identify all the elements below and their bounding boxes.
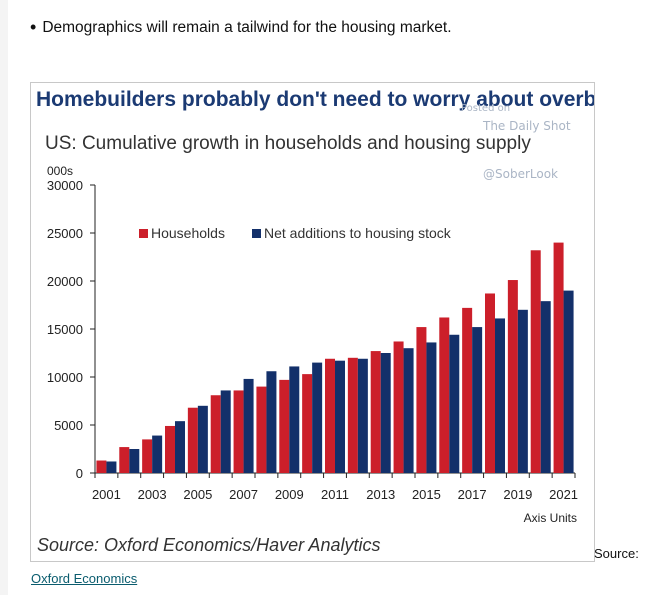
bar-households <box>187 407 198 473</box>
bar-households <box>142 439 153 473</box>
bar-housing-stock <box>312 362 323 473</box>
legend-label-households: Households <box>151 225 225 241</box>
bar-housing-stock <box>380 353 391 473</box>
legend-label-housing-stock: Net additions to housing stock <box>264 225 452 241</box>
y-tick-label: 0 <box>76 466 83 481</box>
bar-households <box>210 395 221 473</box>
x-tick-label: 2015 <box>412 487 441 502</box>
legend-swatch-households <box>139 229 148 238</box>
bar-housing-stock <box>403 348 414 473</box>
bullet-point: • Demographics will remain a tailwind for… <box>30 17 452 38</box>
bar-housing-stock <box>426 342 437 473</box>
bar-housing-stock <box>152 435 163 473</box>
bar-housing-stock <box>220 390 231 473</box>
y-tick-label: 15000 <box>47 322 83 337</box>
bar-households <box>530 250 541 473</box>
bar-households <box>553 242 564 473</box>
bar-housing-stock <box>129 449 140 473</box>
bar-housing-stock <box>266 371 277 473</box>
x-tick-label: 2005 <box>183 487 212 502</box>
bar-households <box>439 317 450 473</box>
chart-headline: Homebuilders probably don't need to worr… <box>36 88 594 111</box>
bar-housing-stock <box>106 461 117 473</box>
x-tick-label: 2003 <box>138 487 167 502</box>
watermark-handle: @SoberLook <box>483 167 558 181</box>
bar-households <box>165 425 175 473</box>
bar-housing-stock <box>175 421 185 473</box>
x-axis-title: Axis Units <box>524 511 577 525</box>
watermark-site: The Daily Shot <box>483 119 571 133</box>
bar-housing-stock <box>197 405 208 473</box>
y-tick-label: 10000 <box>47 370 83 385</box>
bar-housing-stock <box>517 309 528 473</box>
bar-households <box>485 293 495 473</box>
bar-households <box>347 357 358 473</box>
y-axis-unit: 000s <box>47 164 73 178</box>
chart-title: US: Cumulative growth in households and … <box>45 133 531 154</box>
y-tick-label: 20000 <box>47 274 83 289</box>
bar-housing-stock <box>495 318 505 473</box>
bar-households <box>393 341 404 473</box>
bar-households <box>325 358 335 473</box>
bar-households <box>279 379 290 473</box>
x-tick-label: 2013 <box>366 487 395 502</box>
bar-housing-stock <box>540 301 551 473</box>
bar-housing-stock <box>472 327 483 473</box>
y-tick-label: 5000 <box>54 418 83 433</box>
oxford-economics-link[interactable]: Oxford Economics <box>31 571 138 586</box>
x-tick-label: 2011 <box>321 487 349 502</box>
bar-housing-stock <box>449 334 460 473</box>
y-tick-label: 25000 <box>47 226 83 241</box>
x-tick-label: 2019 <box>503 487 532 502</box>
bar-households <box>370 351 381 473</box>
page-gutter <box>0 0 8 595</box>
y-tick-label: 30000 <box>47 178 83 193</box>
bar-housing-stock <box>563 290 574 473</box>
bar-households <box>507 280 518 473</box>
chart-source: Source: Oxford Economics/Haver Analytics <box>37 535 381 555</box>
bar-households <box>256 386 267 473</box>
x-tick-label: 2021 <box>549 487 578 502</box>
bar-households <box>119 447 130 473</box>
bullet-icon: • <box>30 17 37 37</box>
x-tick-label: 2017 <box>458 487 487 502</box>
watermark-posted: Posted on <box>461 103 511 114</box>
chart-image: 0 5000 10000 15000 20000 25000 30000 000s 2001 20… <box>30 82 595 562</box>
bar-households <box>416 327 427 473</box>
bar-housing-stock <box>357 358 368 473</box>
bar-households <box>302 374 313 473</box>
source-label: Source: <box>594 546 639 561</box>
bar-housing-stock <box>335 360 345 473</box>
bar-households <box>96 460 107 473</box>
bar-housing-stock <box>243 378 254 473</box>
bar-housing-stock <box>289 366 300 473</box>
x-tick-label: 2001 <box>92 487 121 502</box>
legend-swatch-housing-stock <box>252 229 261 238</box>
bar-households <box>233 390 244 473</box>
bar-households <box>462 307 473 473</box>
x-tick-label: 2007 <box>229 487 258 502</box>
x-tick-label: 2009 <box>275 487 304 502</box>
bullet-text: Demographics will remain a tailwind for … <box>42 19 452 36</box>
